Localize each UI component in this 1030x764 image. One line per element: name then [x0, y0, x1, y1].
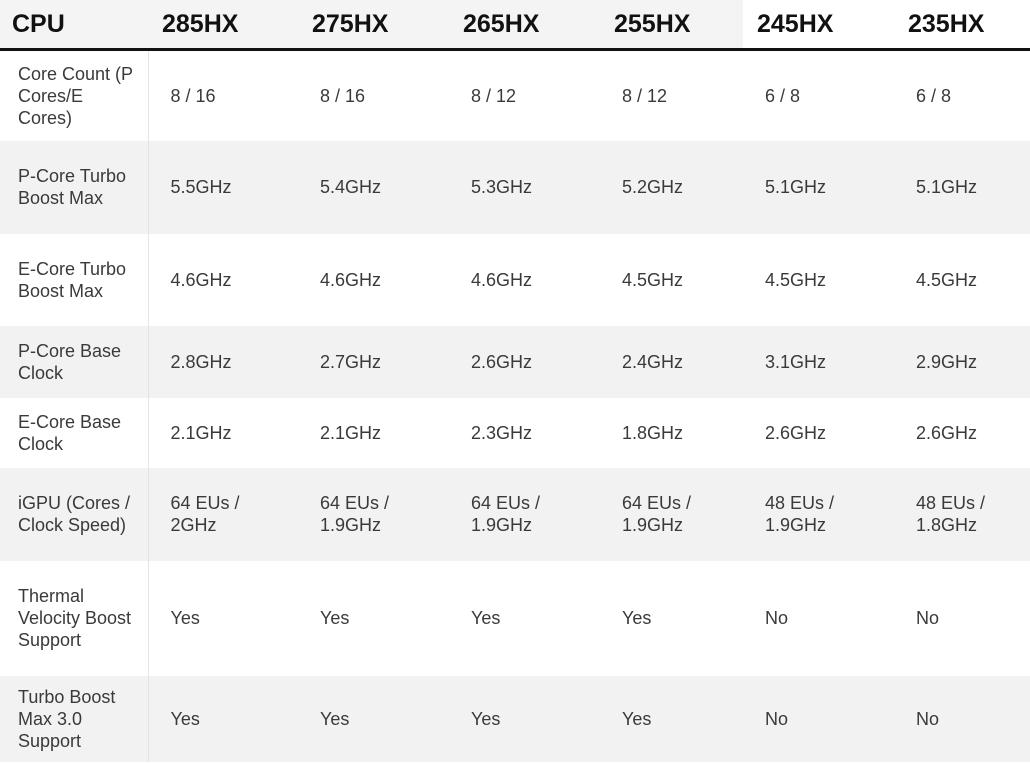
table-cell: 8 / 16	[170, 85, 216, 106]
table-row: P-Core Turbo Boost Max 5.5GHz 5.4GHz 5.3GHz…	[0, 140, 1030, 234]
table-cell: 64 EUs / 1.9GHz	[298, 467, 449, 561]
table-cell: 48 EUs / 1.9GHz	[743, 467, 894, 561]
column-header: CPU	[0, 0, 148, 51]
table-cell: 5.4GHz	[298, 140, 449, 234]
table-cell: 1.8GHz	[622, 422, 684, 443]
table-cell: 5.5GHz	[148, 140, 298, 234]
table-cell: 2.6GHz	[765, 422, 827, 443]
table-cell: 4.6GHz	[471, 269, 533, 290]
table-cell: 4.5GHz	[916, 269, 978, 290]
table-cell: 4.5GHz	[765, 269, 827, 290]
table-cell: Yes	[170, 608, 200, 628]
table-cell: 5.1GHz	[743, 140, 894, 234]
table-cell: 64 EUs / 1.9GHz	[449, 467, 600, 561]
table-cell: No	[894, 675, 1030, 762]
row-label: iGPU (Cores / Clock Speed)	[0, 467, 149, 561]
table-cell: 3.1GHz	[743, 325, 894, 398]
table-cell: 4.6GHz	[320, 269, 382, 290]
table-cell: 2.4GHz	[600, 325, 743, 398]
table-cell: Yes	[148, 675, 298, 762]
table-cell: Yes	[471, 608, 501, 628]
table-cell: No	[765, 608, 789, 628]
table-cell: 8 / 16	[320, 85, 366, 106]
table-cell: 2.8GHz	[148, 325, 298, 398]
table-cell: 8 / 12	[622, 85, 668, 106]
table-cell: 6 / 8	[916, 85, 952, 106]
header-row: CPU 285HX 275HX 265HX 255HX 245HX 235HX	[0, 0, 1030, 51]
table-cell: 2.9GHz	[894, 325, 1030, 398]
table-row: Core Count (P Cores/E Cores) 8 / 16 8 / 16…	[0, 49, 1030, 141]
column-header: 235HX	[894, 0, 1030, 51]
column-header: 245HX	[743, 0, 894, 51]
table-cell: Yes	[449, 675, 600, 762]
table-cell: 5.3GHz	[449, 140, 600, 234]
table-cell: 4.6GHz	[170, 269, 232, 290]
table-row: P-Core Base Clock 2.8GHz 2.7GHz 2.6GHz 2.4GH…	[0, 325, 1030, 398]
table-cell: Yes	[622, 608, 652, 628]
row-label: Core Count (P Cores/E Cores)	[0, 49, 149, 141]
table-cell: 64 EUs / 2GHz	[148, 467, 298, 561]
table-cell: 2.6GHz	[916, 422, 978, 443]
table-cell: Yes	[298, 675, 449, 762]
table-cell: Yes	[320, 608, 350, 628]
table-row: iGPU (Cores / Clock Speed) 64 EUs / 2GHz 6…	[0, 467, 1030, 561]
table-cell: 5.1GHz	[894, 140, 1030, 234]
row-label: P-Core Base Clock	[0, 325, 149, 398]
row-label: Thermal Velocity Boost Support	[0, 560, 149, 676]
row-label: E-Core Turbo Boost Max	[0, 233, 149, 326]
table-cell: 8 / 12	[471, 85, 517, 106]
table-row: Thermal Velocity Boost Support Yes Yes Yes Y…	[0, 560, 1030, 676]
table-cell: Yes	[600, 675, 743, 762]
column-header: 285HX	[148, 0, 298, 51]
table-cell: 64 EUs / 1.9GHz	[600, 467, 743, 561]
row-label: Turbo Boost Max 3.0 Support	[0, 675, 149, 762]
table-cell: 2.1GHz	[320, 422, 382, 443]
column-header: 275HX	[298, 0, 449, 51]
table-cell: 2.3GHz	[471, 422, 533, 443]
table-cell: No	[743, 675, 894, 762]
table-cell: 48 EUs / 1.8GHz	[894, 467, 1030, 561]
table-cell: No	[916, 608, 940, 628]
row-label: P-Core Turbo Boost Max	[0, 140, 149, 234]
table-row: E-Core Turbo Boost Max 4.6GHz 4.6GHz 4.6GHz…	[0, 233, 1030, 326]
row-label: E-Core Base Clock	[0, 397, 149, 468]
table-row: Turbo Boost Max 3.0 Support Yes Yes Yes Yes N…	[0, 675, 1030, 762]
column-header: 265HX	[449, 0, 600, 51]
table-body: Core Count (P Cores/E Cores) 8 / 16 8 / 16…	[0, 49, 1030, 762]
table-cell: 2.7GHz	[298, 325, 449, 398]
table-cell: 4.5GHz	[622, 269, 684, 290]
table-cell: 2.6GHz	[449, 325, 600, 398]
column-header: 255HX	[600, 0, 743, 51]
table-cell: 6 / 8	[765, 85, 801, 106]
table-row: E-Core Base Clock 2.1GHz 2.1GHz 2.3GHz 1.8GH…	[0, 397, 1030, 468]
table-cell: 5.2GHz	[600, 140, 743, 234]
table-cell: 2.1GHz	[170, 422, 232, 443]
